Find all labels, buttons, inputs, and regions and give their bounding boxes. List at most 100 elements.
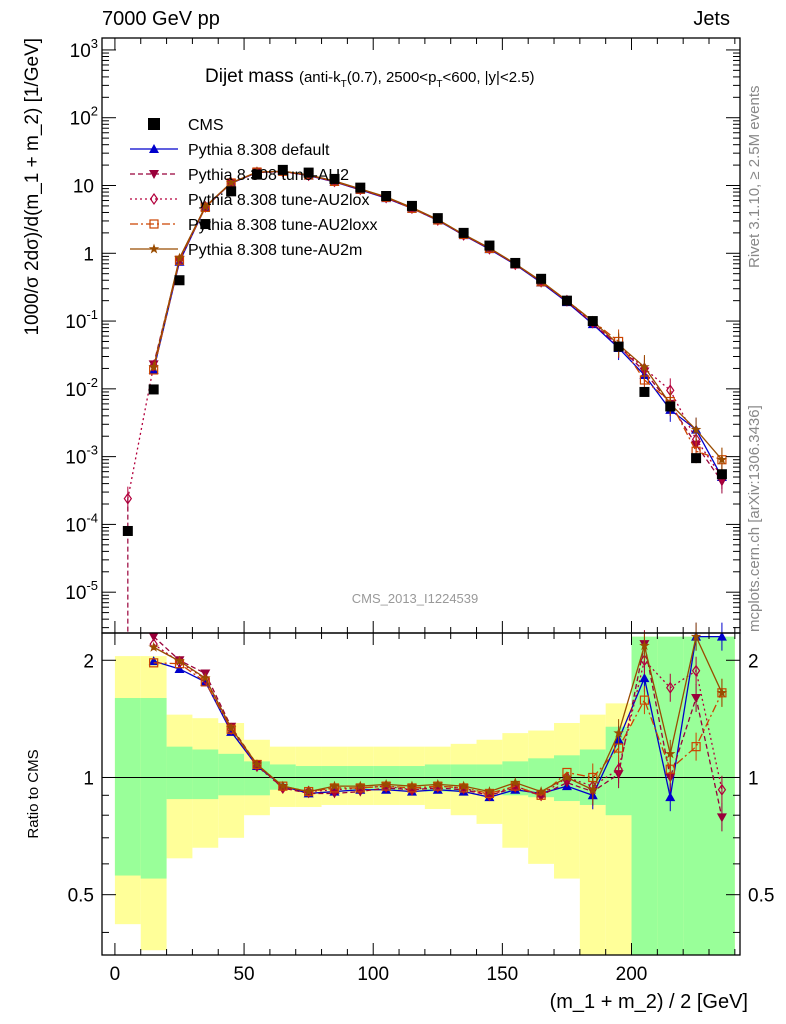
ratio-marker [639,673,650,683]
y-tick-label: 10-1 [65,307,98,333]
legend-label: Pythia 8.308 tune-AU2lox [188,192,369,209]
ratio-marker [355,780,366,791]
ratio-marker [716,687,728,698]
ratio-marker [406,780,418,791]
ratio-marker [303,786,314,797]
cms-data-point [716,469,727,480]
y-tick-label: 2 [83,651,94,672]
ratio-marker [587,784,599,795]
cms-data-point [536,273,547,284]
y-tick-label: 10 [73,176,94,197]
cms-data-point [122,525,133,536]
main-marker [149,359,158,372]
ratio-marker [614,763,623,776]
ratio-marker [716,813,727,823]
cms-data-point [587,316,598,327]
x-axis-label: (m_1 + m_2) / 2 [GeV] [550,991,748,1013]
cms-data-point [277,164,288,175]
ratio-marker [665,792,676,802]
ratio-marker [510,777,521,788]
cms-data-point [251,169,262,180]
ratio-marker [380,778,392,789]
cms-data-point [484,240,495,251]
ratio-marker [200,672,211,683]
cms-data-point [510,257,521,268]
legend-marker [148,243,160,254]
legend-marker [149,219,159,229]
legend-marker [149,192,159,206]
main-marker [639,361,650,372]
ratio-panel: 0 50 100 150 200 0.5 0.5 1 1 2 2 Ratio to CMS (m_1 +… [25,38,774,1013]
y-tick-label: 2 [748,651,759,672]
legend-marker [149,144,159,153]
plot-title: Dijet mass (anti-kT(0.7), 2500<pT<600, |… [205,66,535,90]
y-tick-label: 102 [70,104,98,130]
y-tick-label: 10-5 [65,578,98,604]
cms-data-point [226,186,237,197]
y-tick-label: 1 [748,768,759,789]
main-marker [225,177,237,188]
main-marker [148,361,159,372]
legend-label: Pythia 8.308 tune-AU2m [188,242,362,259]
ratio-marker [148,632,159,642]
main-marker [690,424,702,435]
ratio-marker [691,664,701,677]
ratio-marker [432,778,444,789]
cms-data-point [665,401,676,412]
x-tick-label: 0 [110,964,121,985]
ratio-marker [225,722,237,733]
x-tick-label: 100 [357,964,389,985]
ratio-marker [148,641,159,652]
cms-data-point [303,167,314,178]
ratio-marker [640,654,649,667]
legend-label: CMS [188,117,224,134]
ratio-marker [639,640,650,651]
cms-data-point [613,341,624,352]
ratio-marker [639,695,650,705]
cms-data-point [200,219,211,230]
legend-swatch [148,118,160,130]
legend-marker [149,170,159,179]
ratio-marker [251,758,263,769]
y-tick-label: 0.5 [748,886,774,907]
main-marker [200,200,211,211]
cms-data-point [355,182,366,193]
band-inner [166,746,193,800]
y-tick-label: 1 [83,768,94,789]
header-left: 7000 GeV pp [102,8,220,30]
ratio-frame [101,632,741,956]
legend-label: Pythia 8.308 tune-AU2 [188,167,349,184]
x-tick-label: 50 [233,964,254,985]
ratio-marker [665,748,676,759]
ratio-y-axis-label: Ratio to CMS [25,749,42,838]
main-panel: 10-5 10-4 10-3 10-2 10-1 1 10 102 103 1000/σ 2dσ)… [22,36,741,634]
legend-label: Pythia 8.308 tune-AU2loxx [188,217,377,234]
analysis-id: CMS_2013_I1224539 [352,591,479,606]
ratio-marker [277,780,289,791]
header-right: Jets [693,8,730,30]
cms-data-point [406,200,417,211]
cms-data-point [148,384,159,395]
ratio-marker [613,727,624,738]
band-inner [114,698,141,876]
main-marker [174,252,185,263]
x-tick-label: 150 [487,964,519,985]
cms-data-point [329,173,340,184]
y-tick-label: 10-2 [65,375,98,401]
band-inner [192,749,219,800]
y-tick-label: 103 [70,36,98,62]
cms-data-point [432,213,443,224]
y-tick-label: 0.5 [68,886,94,907]
ratio-marker [691,742,701,752]
cms-data-point [639,386,650,397]
ratio-marker [174,655,185,666]
ratio-marker [174,663,185,673]
ratio-marker [717,783,727,796]
y-tick-label: 10-3 [65,443,98,469]
legend-label: Pythia 8.308 default [188,142,330,159]
ratio-marker [716,631,727,641]
cms-data-point [174,275,185,286]
cms-data-point [561,295,572,306]
y-tick-label: 10-4 [65,510,98,536]
